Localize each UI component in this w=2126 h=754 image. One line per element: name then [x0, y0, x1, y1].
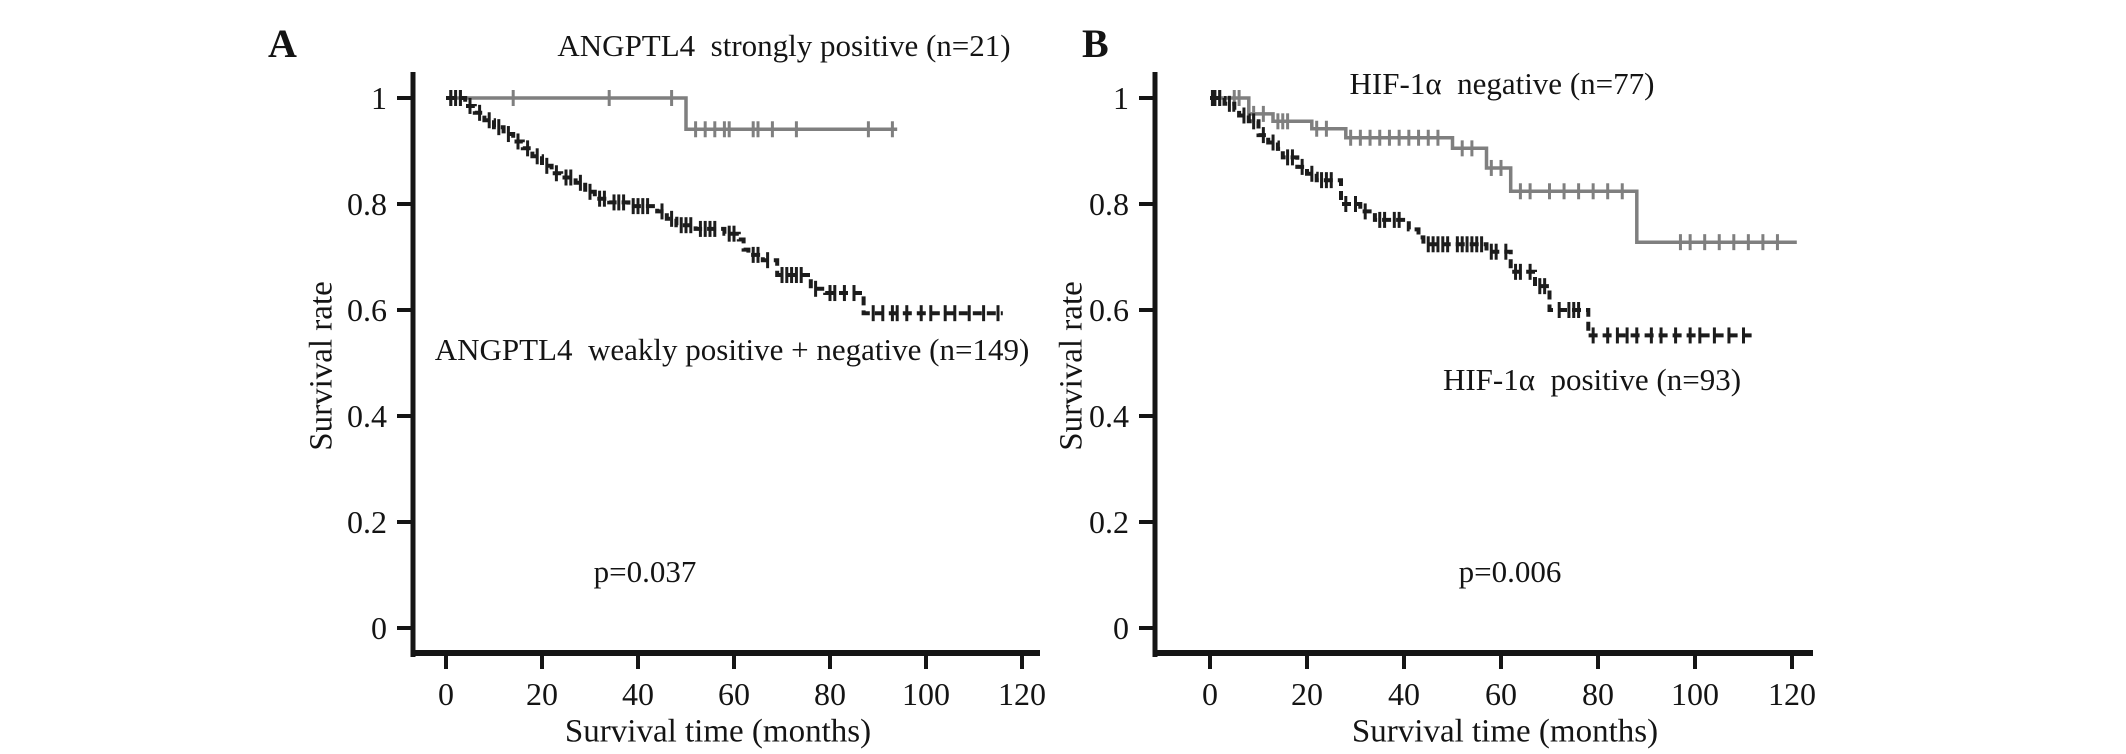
panel-a-y-tick-label: 1 [371, 80, 387, 116]
panel-a-x-tick-label: 120 [998, 676, 1046, 712]
panel-b-x-tick-label: 40 [1388, 676, 1420, 712]
panel-a-y-tick-label: 0.4 [347, 398, 387, 434]
panel-b-black-series-label: HIF-1α positive (n=93) [1442, 362, 1742, 397]
panel-a-x-axis-title: Survival time (months) [564, 713, 872, 750]
panel-a-y-tick-label: 0 [371, 610, 387, 646]
panel-b-y-axis-title: Survival rate [1053, 281, 1090, 451]
panel-a-y-axis-title: Survival rate [303, 281, 340, 451]
panel-a-curve-gray [446, 96, 898, 132]
panel-b-gray-series-label: HIF-1α negative (n=77) [1349, 66, 1655, 101]
panel-a-p-value: p=0.037 [593, 554, 697, 589]
panel-b-p-value: p=0.006 [1458, 554, 1562, 589]
panel-a-x-tick-label: 60 [718, 676, 750, 712]
panel-b-y-tick-label: 0.6 [1089, 292, 1129, 328]
panel-b-y-tick-label: 0.4 [1089, 398, 1129, 434]
panel-a-black-series-label: ANGPTL4 weakly positive + negative (n=14… [434, 332, 1030, 367]
panel-a-x-tick-label: 100 [902, 676, 950, 712]
panel-b-x-tick-label: 120 [1768, 676, 1816, 712]
panel-a-gray-series-label: ANGPTL4 strongly positive (n=21) [557, 28, 1011, 63]
panel-b-x-tick-label: 80 [1582, 676, 1614, 712]
panel-b-x-axis-title: Survival time (months) [1351, 713, 1659, 750]
panel-a-x-tick-label: 20 [526, 676, 558, 712]
panel-a-y-tick-label: 0.2 [347, 504, 387, 540]
panel-a-curve-black [446, 96, 1003, 316]
panel-b-x-tick-label: 60 [1485, 676, 1517, 712]
panel-b-y-tick-label: 0 [1113, 610, 1129, 646]
panel-a-y-tick-label: 0.6 [347, 292, 387, 328]
panel-a-x-tick-label: 80 [814, 676, 846, 712]
panel-a-x-tick-label: 0 [438, 676, 454, 712]
panel-b-y-tick-label: 1 [1113, 80, 1129, 116]
panel-b-x-tick-label: 0 [1202, 676, 1218, 712]
panel-b-x-tick-label: 100 [1671, 676, 1719, 712]
panel-b-curve-gray [1210, 96, 1797, 244]
panel-a-y-tick-label: 0.8 [347, 186, 387, 222]
panel-b-x-tick-label: 20 [1291, 676, 1323, 712]
panel-b-curve-black [1210, 96, 1754, 338]
panel-b-y-tick-label: 0.8 [1089, 186, 1129, 222]
panel-a-x-tick-label: 40 [622, 676, 654, 712]
panel-a-letter: A [268, 21, 297, 66]
panel-b-y-tick-label: 0.2 [1089, 504, 1129, 540]
panel-b-letter: B [1082, 21, 1109, 66]
